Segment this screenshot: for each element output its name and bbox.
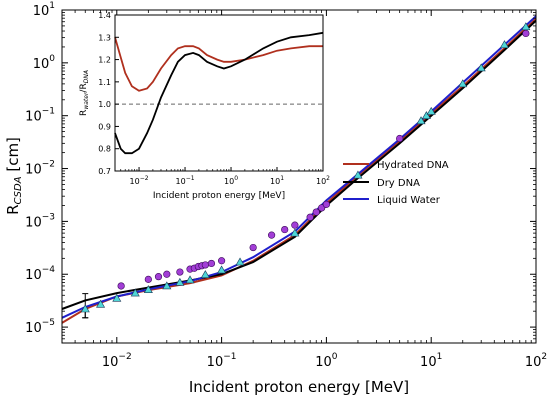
data-point-triangle xyxy=(130,288,140,297)
data-point-triangle xyxy=(353,170,363,179)
inset-x-tick-label: 100 xyxy=(224,175,238,186)
inset-line-dry-dna xyxy=(114,31,324,155)
data-point-triangle xyxy=(112,293,122,302)
data-point-circle xyxy=(306,213,314,221)
data-point-triangle xyxy=(458,79,468,88)
data-point-triangle xyxy=(290,228,300,237)
data-point-triangle xyxy=(416,116,426,125)
inset-y-tick-label: 1.4 xyxy=(98,11,111,20)
data-point-circle xyxy=(117,282,125,290)
main-plot-frame xyxy=(61,9,537,344)
inset-y-tick-label: 1.1 xyxy=(98,78,111,87)
y-tick-label: 10−2 xyxy=(25,160,55,178)
data-point-triangle xyxy=(185,275,195,284)
legend-label-water: Liquid Water xyxy=(377,195,441,206)
inset-x-tick-label: 102 xyxy=(316,175,330,186)
inset-line-hydrated-dna xyxy=(114,37,323,92)
inset-y-tick-label: 0.9 xyxy=(98,122,111,131)
data-point-triangle xyxy=(80,304,90,313)
inset-axes-group: 10−2 10−1 100 101 102 0.7 0.8 0.9 1.0 1.1 1.2 1.3 1.… xyxy=(98,11,330,186)
y-tick-label: 10−3 xyxy=(25,212,55,230)
y-tick-label: 101 xyxy=(33,1,55,19)
data-point-circle xyxy=(154,273,163,281)
legend-label-dry: Dry DNA xyxy=(377,178,420,189)
main-y-axis-label: RCSDA [cm] xyxy=(4,137,24,215)
x-tick-label: 10−1 xyxy=(207,352,237,370)
data-point-triangle xyxy=(162,281,172,290)
data-point-circle xyxy=(291,221,299,229)
data-point-triangle xyxy=(96,299,106,308)
data-point-triangle xyxy=(521,22,531,31)
series-line-dry-dna xyxy=(61,19,537,310)
data-point-circle xyxy=(176,268,184,276)
data-point-circle xyxy=(163,270,171,278)
main-x-axis-label: Incident proton energy [MeV] xyxy=(189,378,409,396)
data-point-triangle xyxy=(235,257,245,266)
data-point-triangle xyxy=(476,63,486,72)
data-point-triangle xyxy=(499,40,509,49)
inset-x-tick-label: 101 xyxy=(270,175,284,186)
x-tick-label: 100 xyxy=(315,352,338,370)
data-point-circle xyxy=(322,200,330,208)
data-point-circle xyxy=(249,243,257,252)
data-point-circle xyxy=(318,204,326,212)
x-tick-label: 101 xyxy=(420,352,442,370)
x-tick-label: 10−2 xyxy=(102,352,132,370)
inset-y-tick-label: 1.0 xyxy=(98,100,111,109)
inset-x-tick-label: 10−2 xyxy=(130,175,149,186)
data-point-circle xyxy=(281,225,289,234)
main-markers-group xyxy=(80,22,531,319)
data-point-circle xyxy=(207,259,216,268)
x-tick-label: 102 xyxy=(525,352,547,370)
y-tick-label: 10−5 xyxy=(25,318,55,336)
inset-background xyxy=(115,15,323,171)
inset-y-tick-label: 1.2 xyxy=(98,56,111,65)
data-point-circle xyxy=(522,29,530,38)
data-point-circle xyxy=(217,257,226,265)
data-point-triangle xyxy=(200,270,210,279)
data-point-triangle xyxy=(426,106,436,115)
data-point-triangle xyxy=(143,285,153,293)
inset-y-tick-label: 1.3 xyxy=(98,33,111,42)
y-tick-label: 100 xyxy=(33,54,56,72)
inset-series-group xyxy=(114,31,324,155)
legend-label-hydrated: Hydrated DNA xyxy=(377,160,449,171)
y-tick-label: 10−1 xyxy=(25,107,55,125)
data-point-circle xyxy=(396,134,404,143)
data-point-circle xyxy=(312,208,320,216)
data-point-circle xyxy=(268,231,276,239)
data-point-circle xyxy=(144,275,152,283)
inset-x-axis-label: Incident proton energy [MeV] xyxy=(153,191,285,201)
inset-x-tick-label: 10−1 xyxy=(176,175,195,186)
inset-y-tick-label: 0.7 xyxy=(98,167,111,176)
y-tick-label: 10−4 xyxy=(25,265,55,283)
data-point-triangle xyxy=(217,265,227,274)
inset-plot-frame xyxy=(114,14,324,172)
data-point-circle xyxy=(201,261,209,269)
inset-y-tick-label: 0.8 xyxy=(98,145,111,154)
inset-y-axis-label: Rwater/RDNA xyxy=(79,70,90,116)
legend: Hydrated DNA Dry DNA Liquid Water xyxy=(343,160,449,206)
data-point-triangle xyxy=(421,111,431,119)
data-point-triangle xyxy=(175,277,185,286)
